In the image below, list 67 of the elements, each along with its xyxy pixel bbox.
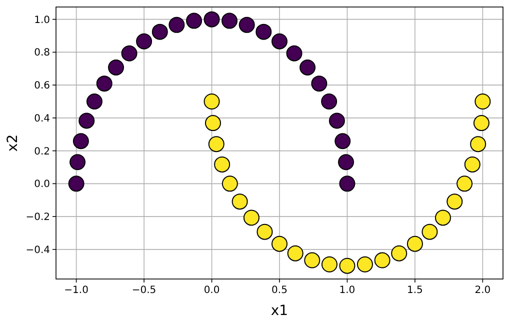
point — [473, 115, 490, 132]
point — [311, 76, 328, 92]
x-tick-label: 1.0 — [339, 285, 356, 296]
point — [300, 59, 316, 76]
point — [422, 224, 438, 240]
point — [272, 236, 288, 252]
y-tick-label: 0.4 — [34, 113, 50, 124]
point — [334, 133, 351, 150]
point — [321, 256, 338, 272]
point — [286, 45, 302, 62]
point — [287, 245, 304, 262]
point — [68, 176, 84, 192]
x-axis-title: x1 — [270, 303, 288, 319]
point — [86, 94, 102, 110]
point — [168, 16, 185, 33]
point — [328, 112, 345, 129]
point — [152, 24, 168, 40]
point — [470, 136, 486, 152]
point — [204, 115, 221, 132]
point — [70, 154, 86, 170]
point — [238, 16, 255, 33]
x-tick-label: 2.0 — [474, 285, 491, 296]
point — [256, 224, 273, 240]
point — [446, 194, 463, 210]
point — [108, 59, 124, 76]
point — [136, 33, 152, 50]
point — [338, 154, 354, 170]
point — [474, 94, 491, 110]
y-tick-label: 0.8 — [34, 48, 50, 59]
point — [356, 256, 373, 272]
y-axis-title: x2 — [5, 134, 21, 152]
y-tick-label: 0.6 — [34, 80, 50, 92]
y-tick-label: −0.4 — [26, 244, 50, 256]
point — [243, 210, 260, 226]
point — [208, 136, 224, 152]
point — [204, 94, 220, 110]
point — [456, 176, 473, 192]
x-tick-label: 0.0 — [204, 285, 220, 296]
point — [121, 45, 138, 62]
x-tick-label: 1.5 — [407, 285, 423, 296]
point — [406, 236, 423, 252]
y-tick-label: 1.0 — [34, 14, 50, 26]
point — [232, 194, 248, 210]
point — [256, 24, 272, 40]
point — [374, 252, 390, 268]
point — [339, 176, 356, 192]
point — [321, 94, 338, 110]
point — [72, 133, 89, 150]
point — [78, 112, 95, 129]
point — [204, 11, 220, 28]
y-tick-label: −0.2 — [26, 212, 50, 224]
x-tick-label: 0.5 — [272, 285, 288, 296]
point — [214, 156, 230, 172]
x-tick-label: −0.5 — [132, 285, 156, 296]
point — [222, 176, 238, 192]
point — [391, 245, 408, 262]
point — [434, 210, 451, 226]
point — [464, 156, 480, 172]
point — [304, 252, 320, 268]
y-tick-label: 0.0 — [34, 179, 50, 190]
x-tick-label: −1.0 — [64, 285, 88, 296]
point — [272, 33, 288, 50]
point — [186, 12, 202, 29]
point — [96, 76, 112, 92]
point — [222, 12, 238, 29]
point — [339, 258, 356, 274]
y-tick-label: 0.2 — [34, 146, 50, 158]
